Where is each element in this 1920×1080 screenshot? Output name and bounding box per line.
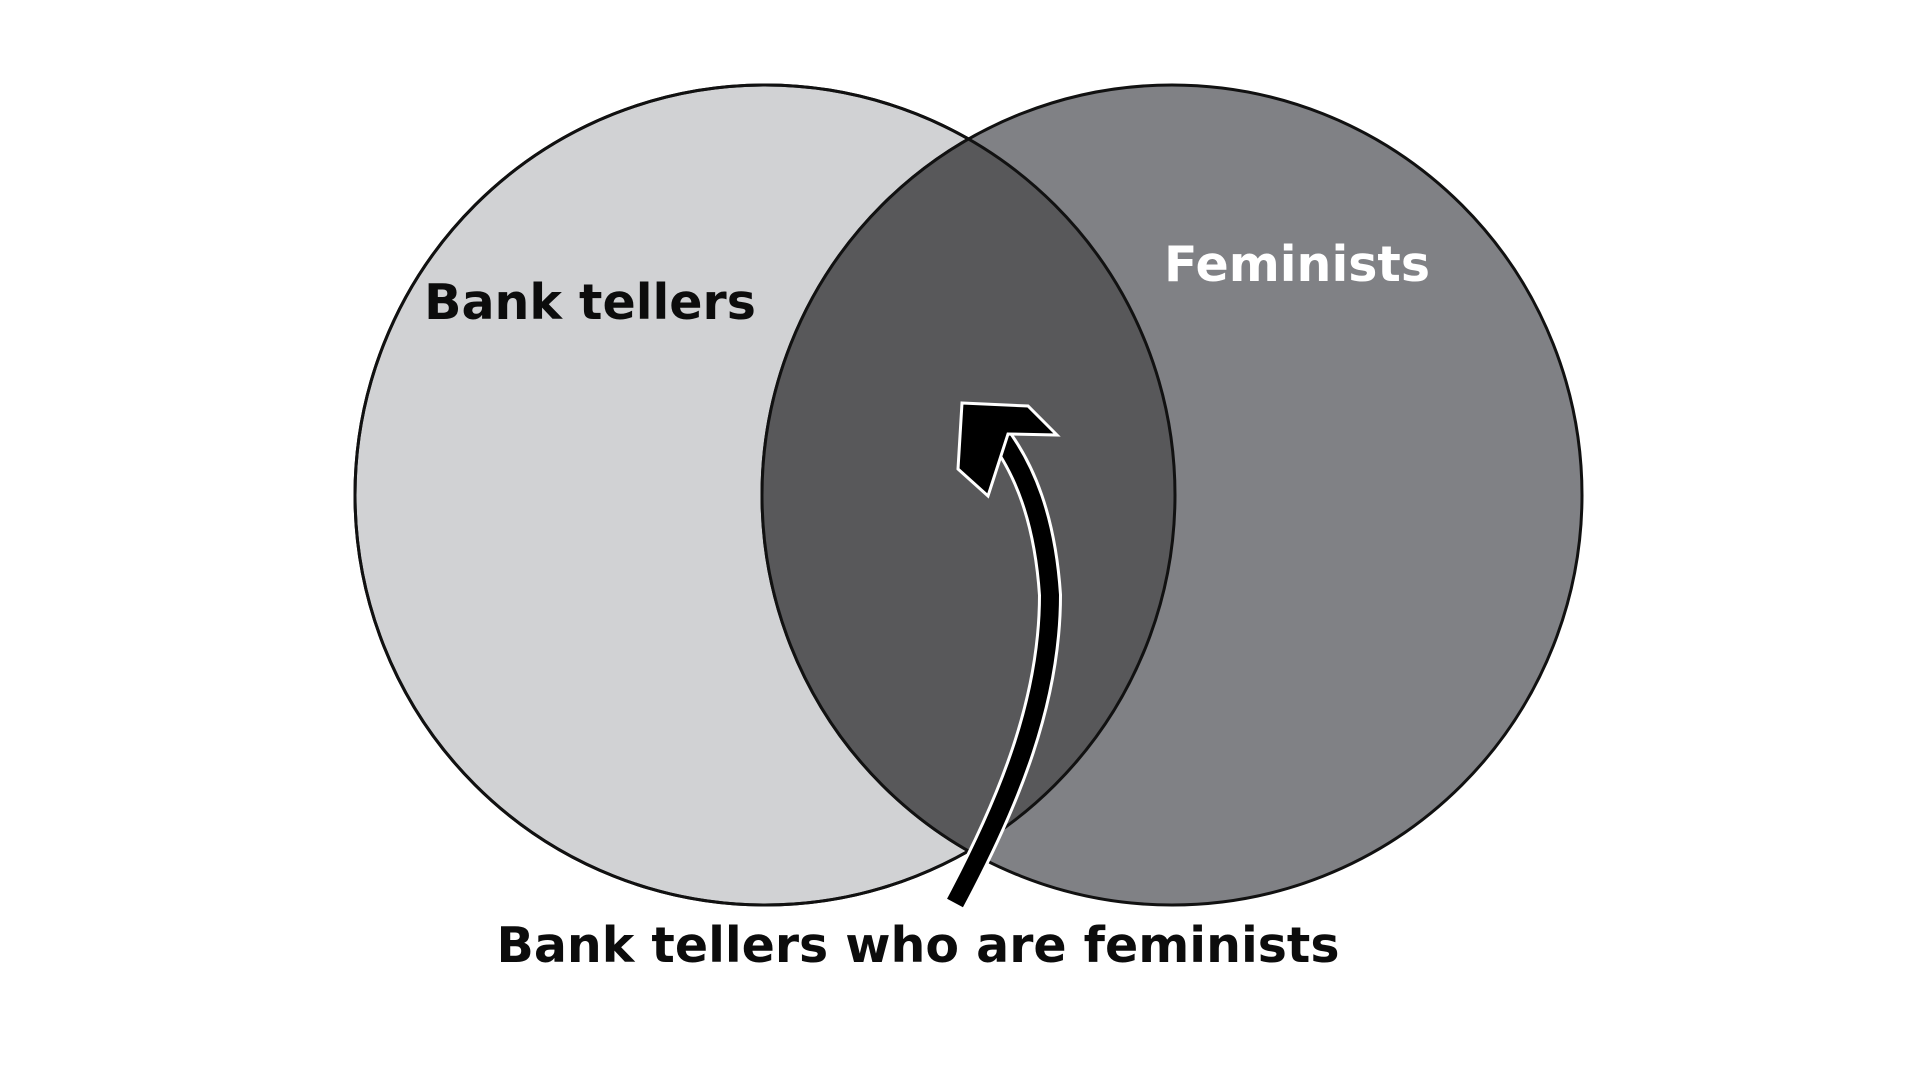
intersection-label: Bank tellers who are feminists (496, 917, 1339, 974)
set-label-bank-tellers: Bank tellers (424, 274, 756, 331)
set-label-feminists: Feminists (1164, 236, 1430, 293)
set-circle-bank-tellers-outline (353, 83, 1177, 907)
set-intersection-region (760, 85, 1175, 905)
curved-arrow-icon (944, 401, 1063, 909)
